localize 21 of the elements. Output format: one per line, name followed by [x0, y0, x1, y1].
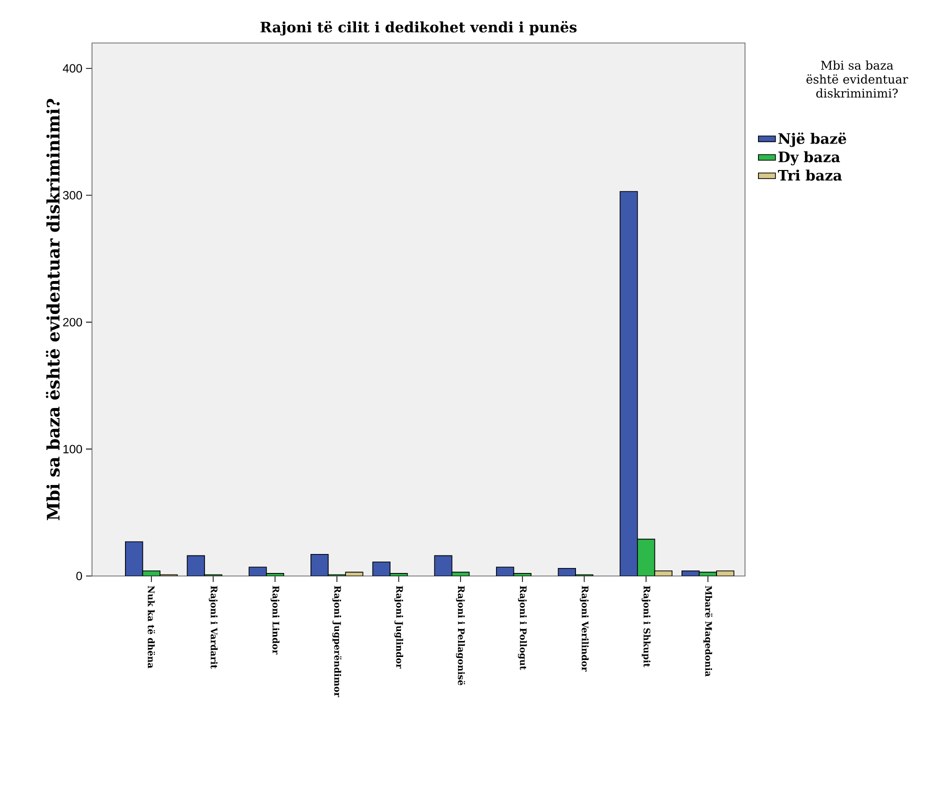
- x-tick-label: Rajoni Verilindor: [580, 586, 589, 672]
- y-tick-label: 0: [76, 572, 82, 580]
- y-tick-label: 400: [62, 64, 82, 73]
- y-tick-label: 100: [63, 444, 82, 454]
- legend-title: Mbi sa baza është evidentuar diskriminimi?: [806, 60, 908, 98]
- x-tick-label: Rajoni i Vardarit: [208, 586, 218, 669]
- x-tick-label: Rajoni Jugperëndimor: [332, 586, 342, 698]
- legend-label: Tri baza: [778, 170, 842, 181]
- x-tick-label: Rajoni i Pollogut: [518, 586, 527, 670]
- x-tick-label: Rajoni i Pellagonisë: [456, 586, 466, 686]
- x-tick-label: Rajoni Juglindor: [394, 586, 404, 669]
- x-tick-label: Rajoni Lindor: [270, 586, 280, 655]
- chart-title: Rajoni të cilit i dedikohet vendi i punës: [260, 21, 577, 36]
- legend-label: Një bazë: [778, 132, 846, 147]
- legend-label: Dy baza: [778, 151, 840, 166]
- y-tick-label: 200: [63, 318, 82, 326]
- y-axis-title: Mbi sa baza është evidentuar diskriminimi?: [46, 98, 60, 520]
- x-tick-label: Mbarë Maqedonia: [703, 586, 712, 677]
- y-tick-label: 300: [62, 191, 82, 200]
- x-tick-label: Rajoni i Shkupit: [642, 586, 650, 668]
- x-tick-label: Nuk ka të dhëna: [148, 586, 155, 668]
